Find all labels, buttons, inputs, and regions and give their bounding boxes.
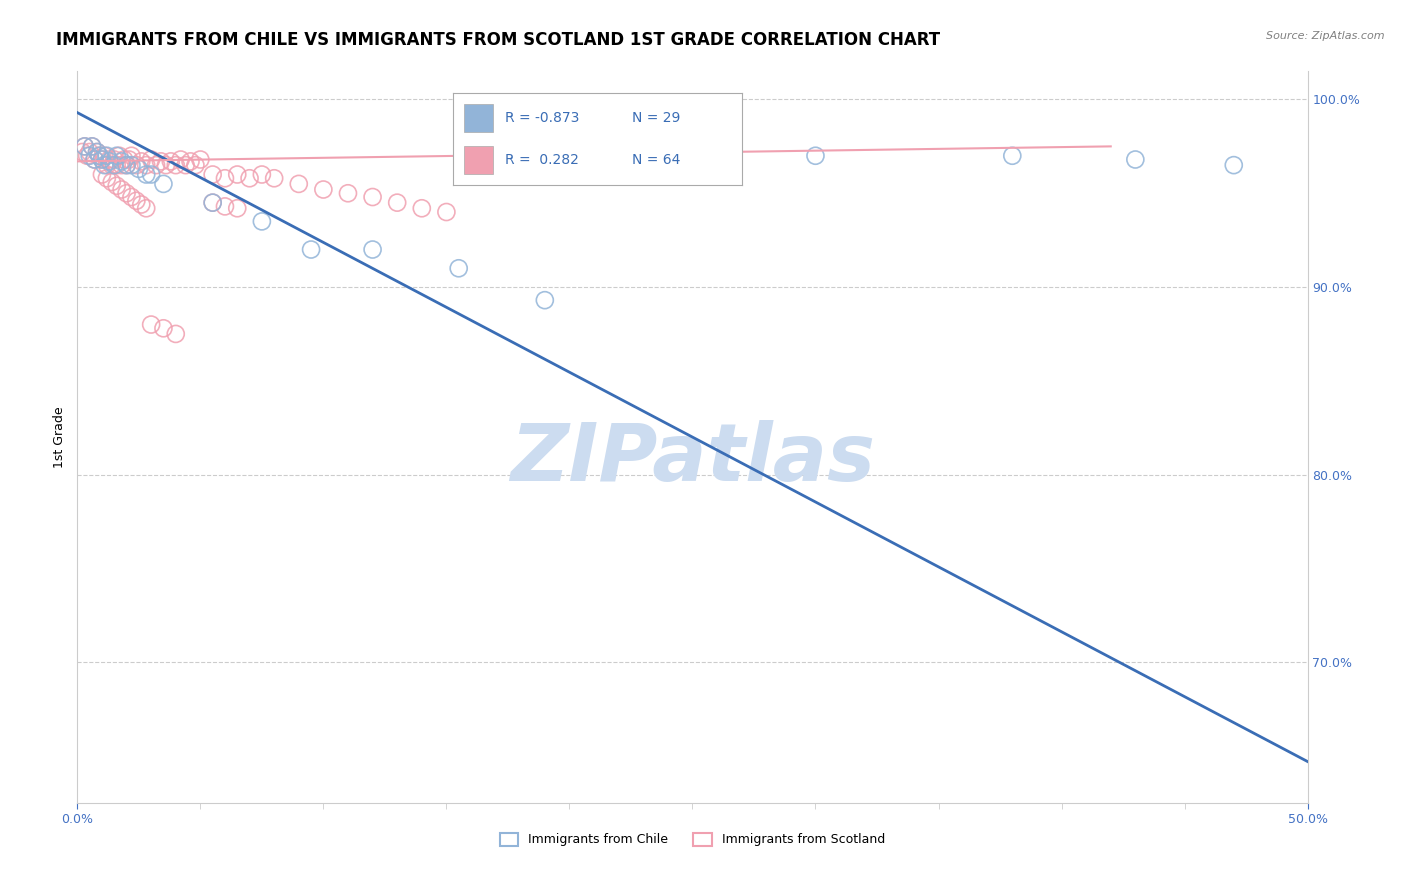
Point [82, 139, 104, 153]
Point [180, 154, 202, 169]
Point [804, 149, 827, 163]
Point [250, 168, 273, 182]
Point [98, 153, 121, 167]
Point [111, 158, 132, 172]
Point [115, 158, 138, 172]
Point [103, 158, 125, 172]
Point [111, 182, 132, 196]
Point [1223, 158, 1246, 172]
Point [447, 261, 470, 276]
Point [89, 149, 111, 163]
Point [150, 154, 173, 169]
Point [135, 201, 157, 215]
Y-axis label: 1st Grade: 1st Grade [53, 406, 66, 468]
Point [1125, 153, 1147, 167]
Point [121, 190, 143, 204]
Point [361, 243, 384, 257]
Point [184, 158, 207, 172]
Point [86, 145, 108, 159]
Point [135, 158, 157, 172]
Point [96, 171, 118, 186]
Point [214, 171, 236, 186]
Point [98, 154, 121, 169]
Point [288, 177, 311, 191]
Point [96, 149, 118, 163]
Point [112, 153, 135, 167]
Point [141, 168, 163, 182]
Point [174, 158, 197, 172]
Point [121, 158, 143, 172]
Text: Source: ZipAtlas.com: Source: ZipAtlas.com [1267, 31, 1385, 41]
Point [105, 149, 128, 163]
Point [226, 201, 249, 215]
Point [152, 321, 174, 335]
Legend: Immigrants from Chile, Immigrants from Scotland: Immigrants from Chile, Immigrants from S… [495, 828, 890, 851]
Point [101, 158, 124, 172]
Point [1001, 149, 1024, 163]
Point [121, 149, 143, 163]
Point [250, 214, 273, 228]
Point [86, 145, 108, 159]
Point [79, 145, 101, 159]
Point [111, 154, 132, 169]
Point [165, 326, 187, 341]
Point [70, 145, 93, 159]
Point [385, 195, 409, 210]
Point [170, 153, 193, 167]
Point [201, 195, 224, 210]
Point [73, 139, 96, 153]
Point [160, 154, 183, 169]
Text: ZIPatlas: ZIPatlas [510, 420, 875, 498]
Point [534, 293, 557, 308]
Point [105, 158, 128, 172]
Point [263, 171, 285, 186]
Point [115, 186, 138, 201]
Point [108, 149, 131, 163]
Point [214, 199, 236, 213]
Point [73, 139, 96, 153]
Point [165, 158, 187, 172]
Point [141, 318, 163, 332]
Point [436, 205, 458, 219]
Point [96, 158, 118, 172]
Point [201, 195, 224, 210]
Point [188, 153, 212, 167]
Point [201, 168, 224, 182]
Point [155, 158, 177, 172]
Point [152, 177, 174, 191]
Point [312, 182, 335, 196]
Point [103, 153, 125, 167]
Point [125, 158, 148, 172]
Point [135, 168, 157, 182]
Point [83, 153, 105, 167]
Point [76, 149, 98, 163]
Point [89, 149, 111, 163]
Point [90, 153, 114, 167]
Point [90, 168, 114, 182]
Point [141, 153, 163, 167]
Point [82, 139, 104, 153]
Point [337, 186, 360, 201]
Point [79, 149, 101, 163]
Point [93, 158, 115, 172]
Point [101, 175, 124, 189]
Point [83, 153, 105, 167]
Point [361, 190, 384, 204]
Point [118, 153, 141, 167]
Point [226, 168, 249, 182]
Point [105, 178, 128, 193]
Point [125, 194, 148, 208]
Point [93, 149, 115, 163]
Point [129, 197, 153, 211]
Point [239, 171, 262, 186]
Point [128, 161, 150, 176]
Point [411, 201, 433, 215]
Point [299, 243, 322, 257]
Text: IMMIGRANTS FROM CHILE VS IMMIGRANTS FROM SCOTLAND 1ST GRADE CORRELATION CHART: IMMIGRANTS FROM CHILE VS IMMIGRANTS FROM… [56, 31, 941, 49]
Point [145, 158, 167, 172]
Point [129, 154, 153, 169]
Point [115, 158, 138, 172]
Point [90, 153, 114, 167]
